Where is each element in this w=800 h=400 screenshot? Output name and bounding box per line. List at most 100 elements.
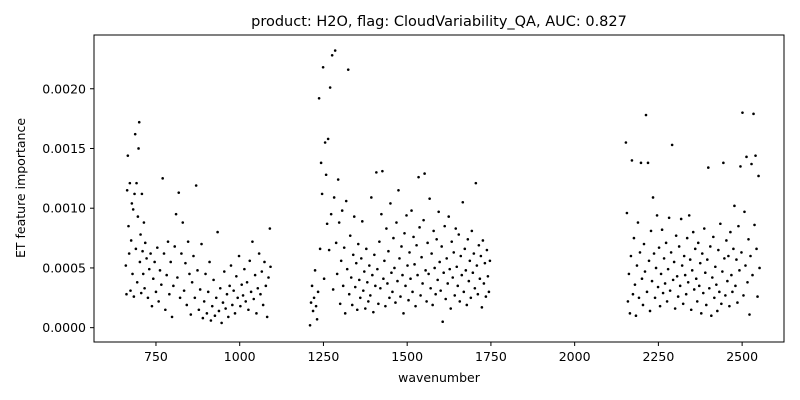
data-point (649, 229, 653, 233)
data-point (701, 291, 705, 295)
data-point (135, 280, 139, 284)
data-point (129, 239, 133, 242)
data-point (484, 295, 488, 298)
data-point (686, 280, 690, 284)
data-point (325, 222, 329, 226)
x-tick-label: 1750 (475, 349, 507, 364)
data-point (666, 267, 670, 271)
data-point (746, 280, 749, 284)
data-point (185, 303, 189, 307)
data-point (634, 314, 638, 318)
data-point (324, 173, 328, 177)
data-point (252, 297, 256, 301)
data-point (726, 279, 729, 283)
data-point (655, 214, 659, 217)
data-point (186, 240, 190, 243)
data-point (388, 296, 391, 300)
y-tick-label: 0.0005 (42, 260, 86, 275)
data-point (223, 270, 226, 273)
data-point (722, 161, 725, 165)
data-point (645, 290, 649, 294)
data-point (331, 288, 335, 291)
data-point (714, 265, 717, 269)
data-point (469, 296, 473, 300)
data-point (730, 273, 733, 277)
data-point (478, 277, 482, 280)
data-point (132, 295, 136, 298)
data-point (180, 252, 183, 255)
data-point (162, 252, 166, 255)
x-tick-label: 2000 (559, 349, 591, 364)
data-point (411, 290, 414, 294)
data-point (245, 280, 249, 284)
data-point (216, 230, 219, 234)
data-point (383, 259, 386, 263)
data-point (334, 241, 338, 245)
data-point (248, 259, 252, 263)
data-point (744, 264, 747, 267)
data-point (264, 284, 268, 288)
data-point (672, 260, 676, 264)
data-point (458, 300, 462, 303)
data-point (316, 290, 320, 294)
data-point (173, 245, 177, 248)
data-point (139, 233, 142, 236)
data-point (754, 154, 757, 157)
data-point (474, 181, 478, 185)
data-point (229, 264, 233, 267)
data-point (432, 229, 435, 233)
data-point (190, 280, 194, 284)
data-point (419, 294, 422, 297)
x-tick-label: 2500 (726, 349, 758, 364)
data-point (457, 233, 461, 236)
data-point (200, 242, 203, 246)
data-point (126, 154, 130, 157)
data-point (644, 113, 648, 117)
data-point (739, 165, 742, 168)
plot-frame (93, 34, 785, 343)
data-point (363, 270, 366, 273)
data-point (182, 289, 186, 292)
data-point (718, 290, 721, 294)
data-point (749, 254, 752, 258)
data-point (133, 132, 137, 136)
data-point (371, 273, 374, 277)
data-point (139, 291, 143, 295)
data-point (350, 303, 354, 307)
data-point (198, 288, 202, 291)
data-point (169, 260, 172, 264)
data-point (314, 304, 318, 308)
data-point (336, 178, 340, 181)
data-point (210, 304, 214, 308)
data-point (138, 260, 142, 264)
data-point (349, 276, 353, 279)
data-point (214, 296, 218, 300)
data-point (725, 239, 728, 242)
data-point (683, 273, 687, 277)
data-point (676, 295, 680, 298)
data-point (413, 263, 416, 266)
data-point (213, 314, 217, 318)
data-point (665, 300, 669, 303)
data-point (465, 303, 469, 307)
data-point (667, 216, 671, 220)
data-point (240, 283, 244, 286)
data-point (228, 284, 231, 288)
data-point (720, 302, 723, 306)
data-point (260, 270, 264, 273)
data-point (420, 255, 423, 259)
data-point (396, 279, 399, 283)
data-point (731, 290, 734, 294)
data-point (352, 215, 356, 218)
data-point (449, 307, 453, 310)
data-point (221, 301, 225, 304)
data-point (386, 282, 389, 285)
data-point (372, 310, 375, 314)
data-point (479, 254, 483, 258)
data-point (174, 212, 178, 216)
data-point (376, 267, 379, 271)
data-point (681, 302, 685, 306)
data-point (706, 258, 709, 261)
data-point (177, 191, 181, 194)
data-point (134, 247, 138, 251)
